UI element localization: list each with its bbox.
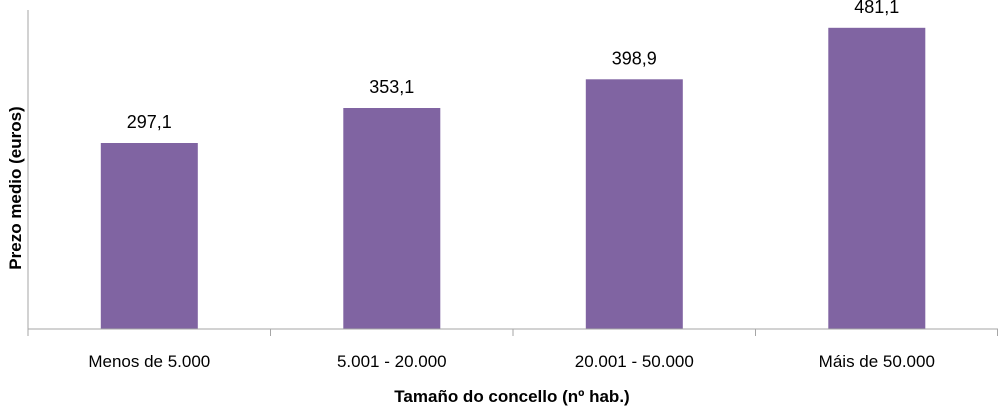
bars-group	[100, 27, 926, 330]
x-tick-labels-group: Menos de 5.000 5.001 - 20.000 20.001 - 50.…	[88, 352, 935, 371]
bar-1	[100, 143, 198, 329]
data-label-4: 481,1	[854, 0, 899, 17]
bar-4	[828, 27, 926, 330]
x-tick-label-3: 20.001 - 50.000	[575, 352, 694, 371]
data-label-2: 353,1	[369, 77, 414, 97]
bar-2	[343, 108, 441, 329]
x-ticks-group	[27, 329, 998, 336]
data-label-3: 398,9	[612, 48, 657, 68]
data-labels-group: 297,1 353,1 398,9 481,1	[127, 0, 900, 132]
bar-3	[585, 79, 683, 329]
x-tick-label-4: Máis de 50.000	[819, 352, 935, 371]
data-label-1: 297,1	[127, 112, 172, 132]
x-tick-label-1: Menos de 5.000	[88, 352, 210, 371]
x-tick-label-2: 5.001 - 20.000	[337, 352, 447, 371]
x-axis-title: Tamaño do concello (nº hab.)	[394, 387, 629, 406]
y-axis-title: Prezo medio (euros)	[6, 106, 25, 269]
